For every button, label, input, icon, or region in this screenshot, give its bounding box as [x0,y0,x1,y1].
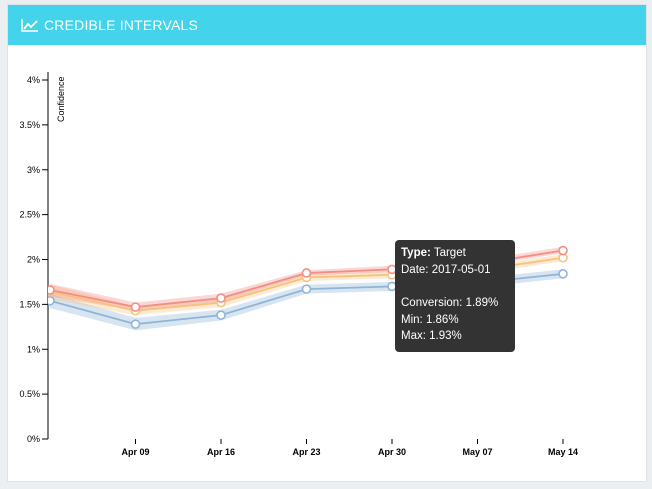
tooltip-type-label: Type: [401,247,431,259]
x-tick-label: Apr 09 [121,447,149,457]
series-0-point [216,293,226,303]
y-tick-label: 1.5% [19,299,40,309]
credible-intervals-panel: CREDIBLE INTERVALS [7,4,647,482]
series-2-point [301,284,312,294]
y-tick-label: 3.5% [19,120,40,130]
y-tick-label: 2.5% [19,210,40,220]
series-2-point [48,295,55,306]
x-tick-label: Apr 30 [378,447,406,457]
x-tick-label: Apr 16 [207,447,235,457]
series-0-point [558,245,568,256]
tooltip-conversion-value: 1.89% [465,297,499,309]
series-2-point [558,269,568,279]
tooltip-max-label: Max: [401,330,426,342]
tooltip-type-value: Target [433,247,466,259]
y-tick-label: 2% [27,255,40,265]
series-0-point [48,285,55,295]
y-tick-label: 3% [27,165,40,175]
tooltip-conversion-label: Conversion: [401,297,463,309]
tooltip-min-label: Min: [401,313,423,326]
y-tick-label: 4% [27,75,40,85]
series-2-point [216,310,226,320]
tooltip-date-label: Date: [401,263,429,276]
x-tick-label: Apr 23 [292,447,320,457]
y-tick-label: 1% [27,344,40,354]
panel-header: CREDIBLE INTERVALS [8,5,646,45]
x-tick-label: May 07 [462,447,492,457]
panel-title: CREDIBLE INTERVALS [44,17,199,33]
series-2-point [130,319,141,329]
tooltip-max-value: 1.93% [429,330,462,342]
series-0-point [130,302,141,312]
y-axis-title: Confidence [56,76,66,122]
chart-tooltip: Type: Target Date: 2017-05-01 Conversion… [395,240,515,352]
x-tick-label: May 14 [548,447,578,457]
y-tick-label: 0% [27,434,40,444]
y-tick-label: 0.5% [19,389,40,399]
series-0-point [301,268,312,278]
line-chart-icon [21,18,39,32]
tooltip-date-value: 2017-05-01 [431,263,491,276]
tooltip-min-value: 1.86% [425,313,459,326]
series-0-interval-band [50,246,563,311]
